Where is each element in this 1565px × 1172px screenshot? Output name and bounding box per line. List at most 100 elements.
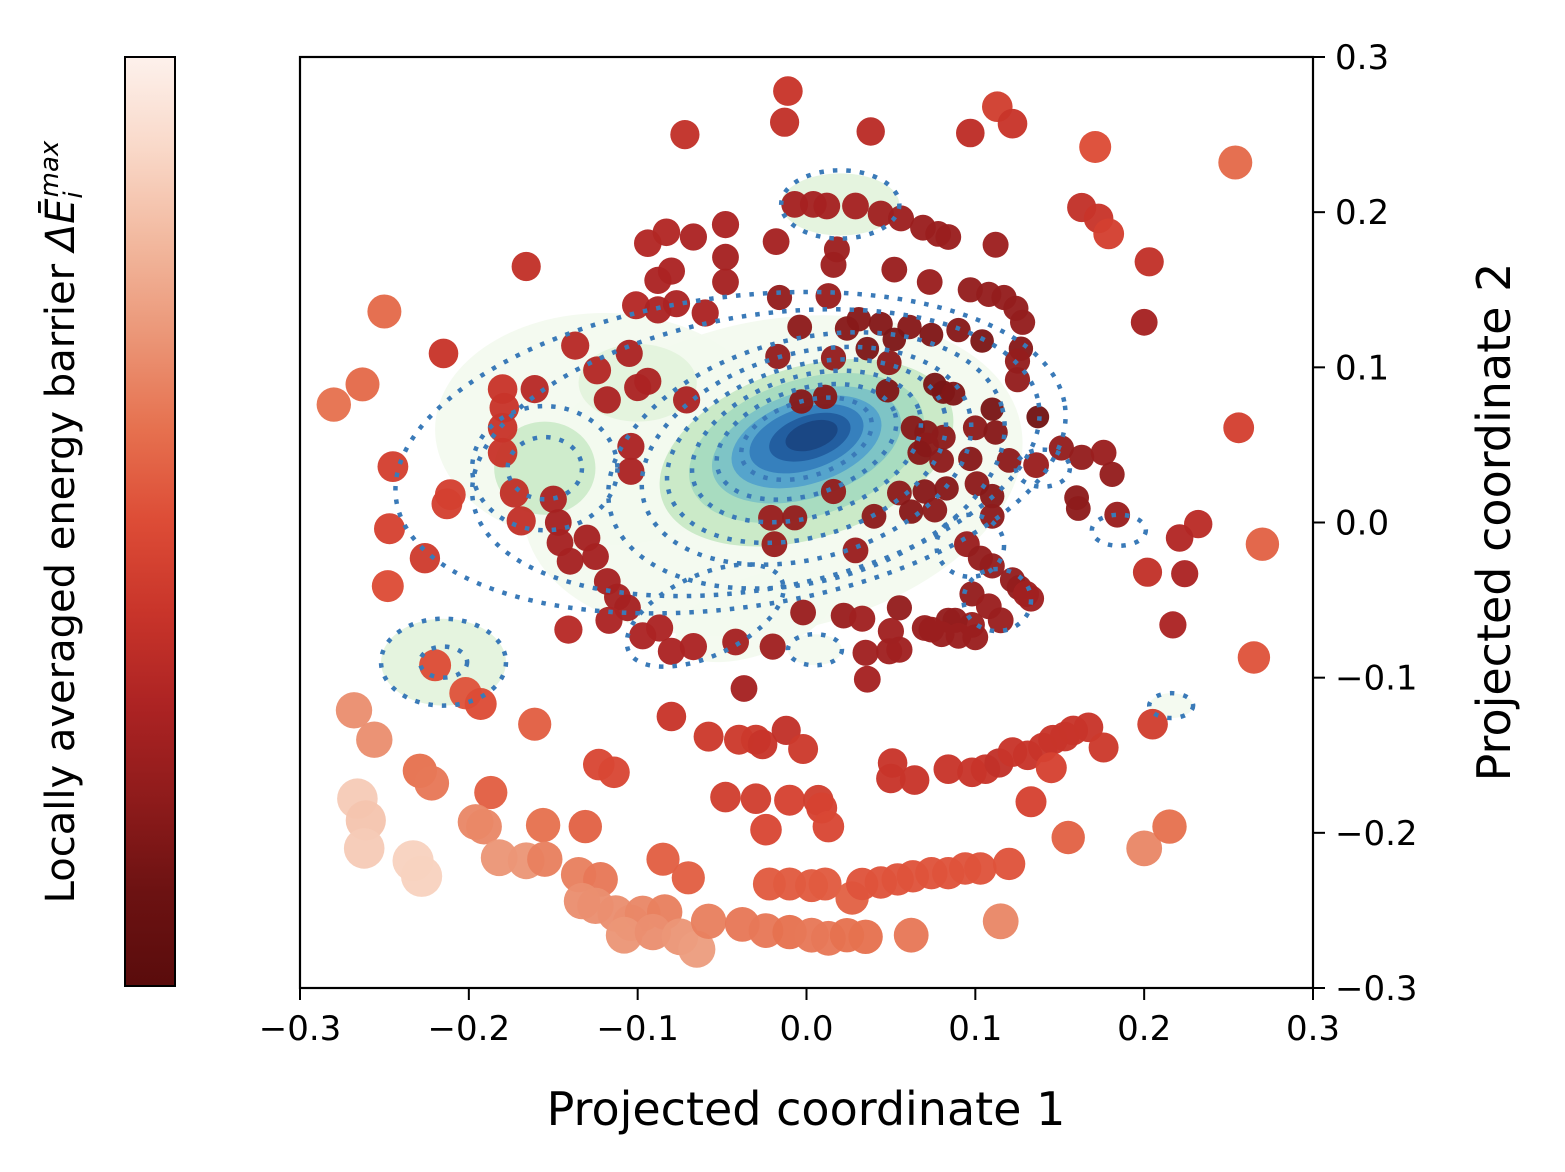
y-axis-right: 0.3 0.2 0.1 0.0 −0.1 −0.2 −0.3 (1313, 38, 1418, 1009)
scatter-point (762, 228, 790, 256)
scatter-point (730, 675, 758, 702)
colorbar-label: Locally averaged energy barrier ΔĒimax (35, 140, 89, 903)
scatter-point (525, 807, 561, 843)
scatter-point (781, 191, 809, 218)
scatter-point (345, 367, 380, 402)
scatter-point (774, 784, 806, 816)
scatter-point (1023, 452, 1049, 478)
density-fill-level (785, 419, 838, 452)
scatter-point (790, 599, 816, 626)
scatter-point (316, 387, 351, 422)
scatter-point (527, 841, 563, 877)
scatter-point (856, 117, 885, 146)
scatter-point (367, 294, 402, 329)
scatter-point (1079, 131, 1112, 163)
x-tick-label: 0.3 (1286, 1009, 1340, 1049)
scatter-point (813, 192, 841, 220)
scatter-point (766, 284, 793, 311)
scatter-point (511, 251, 541, 282)
scatter-point (815, 283, 842, 309)
scatter-point (678, 930, 716, 968)
scatter-point (918, 616, 945, 643)
scatter-point (788, 734, 819, 764)
scatter-point (419, 649, 452, 682)
density-contour-line (664, 357, 949, 546)
density-contour-line (624, 562, 786, 669)
scatter-point (712, 243, 739, 271)
scatter-point (464, 688, 497, 720)
scatter-point (487, 437, 518, 468)
scatter-point (855, 336, 880, 361)
scatter-point (520, 375, 549, 404)
scatter-point (987, 607, 1014, 634)
scatter-point (853, 665, 881, 693)
scatter-point (711, 211, 740, 239)
scatter-point (656, 701, 687, 732)
scatter-point (615, 339, 643, 367)
y-axis-title: Projected coordinate 2 (1467, 263, 1521, 782)
scatter-point (820, 251, 847, 278)
scatter-point (480, 839, 518, 877)
scatter-point (770, 107, 800, 137)
density-contour-line (639, 344, 974, 567)
scatter-point (808, 867, 842, 901)
scatter-point (568, 809, 602, 844)
x-tick-label: −0.3 (259, 1009, 342, 1049)
scatter-point (583, 356, 612, 385)
scatter-point (466, 808, 502, 845)
scatter-point (935, 224, 962, 250)
scatter-point (773, 76, 803, 106)
density-contour-line (1146, 690, 1196, 721)
scatter-point (617, 457, 645, 485)
density-contour-line (1013, 447, 1073, 490)
scatter-point (996, 448, 1022, 473)
density-contour-line (778, 168, 902, 241)
x-axis: −0.3 −0.2 −0.1 0.0 0.1 0.2 0.3 (259, 988, 1340, 1049)
density-contour-line (689, 368, 924, 525)
scatter-point (1223, 412, 1255, 444)
scatter-point (812, 810, 845, 843)
scatter-point (1130, 308, 1158, 336)
scatter-point (605, 916, 643, 954)
scatter-point (876, 350, 902, 376)
scatter-point (962, 415, 988, 441)
scatter-point (782, 505, 808, 531)
scatter-point (1165, 524, 1194, 552)
x-tick-label: 0.1 (948, 1009, 1002, 1049)
scatter-point (849, 605, 876, 632)
scatter-point (929, 448, 954, 473)
scatter-point (679, 633, 708, 661)
scatter-point (922, 497, 948, 523)
scatter-point (1099, 461, 1125, 487)
scatter-point (912, 479, 937, 504)
scatter-point (539, 485, 567, 513)
scatter-point (712, 268, 739, 296)
scatter-point (750, 813, 782, 846)
scatter-point (1126, 830, 1163, 867)
scatter-point (722, 628, 749, 656)
density-contour-line (417, 644, 470, 680)
scatter-point (992, 847, 1026, 881)
scatter-point (1245, 527, 1280, 561)
scatter-point (518, 707, 552, 741)
scatter-point (964, 852, 997, 885)
scatter-point (982, 231, 1009, 258)
scatter-point (941, 381, 966, 406)
density-contour-line (738, 395, 875, 483)
scatter-point (598, 756, 630, 789)
scatter-point (1093, 218, 1125, 250)
scatter-point (842, 192, 869, 220)
scatter-point (1010, 309, 1036, 335)
x-tick-label: −0.2 (428, 1009, 511, 1049)
density-contour-line (378, 616, 509, 708)
scatter-point (335, 692, 373, 729)
scatter-point (1069, 444, 1095, 470)
scatter-point (919, 322, 944, 347)
scatter-point (886, 595, 913, 621)
scatter-point (343, 828, 385, 869)
scatter-point (980, 397, 1004, 421)
scatter-point (962, 624, 989, 651)
density-contour-line (785, 631, 845, 668)
scatter-point (401, 855, 443, 897)
scatter-point (593, 386, 621, 414)
